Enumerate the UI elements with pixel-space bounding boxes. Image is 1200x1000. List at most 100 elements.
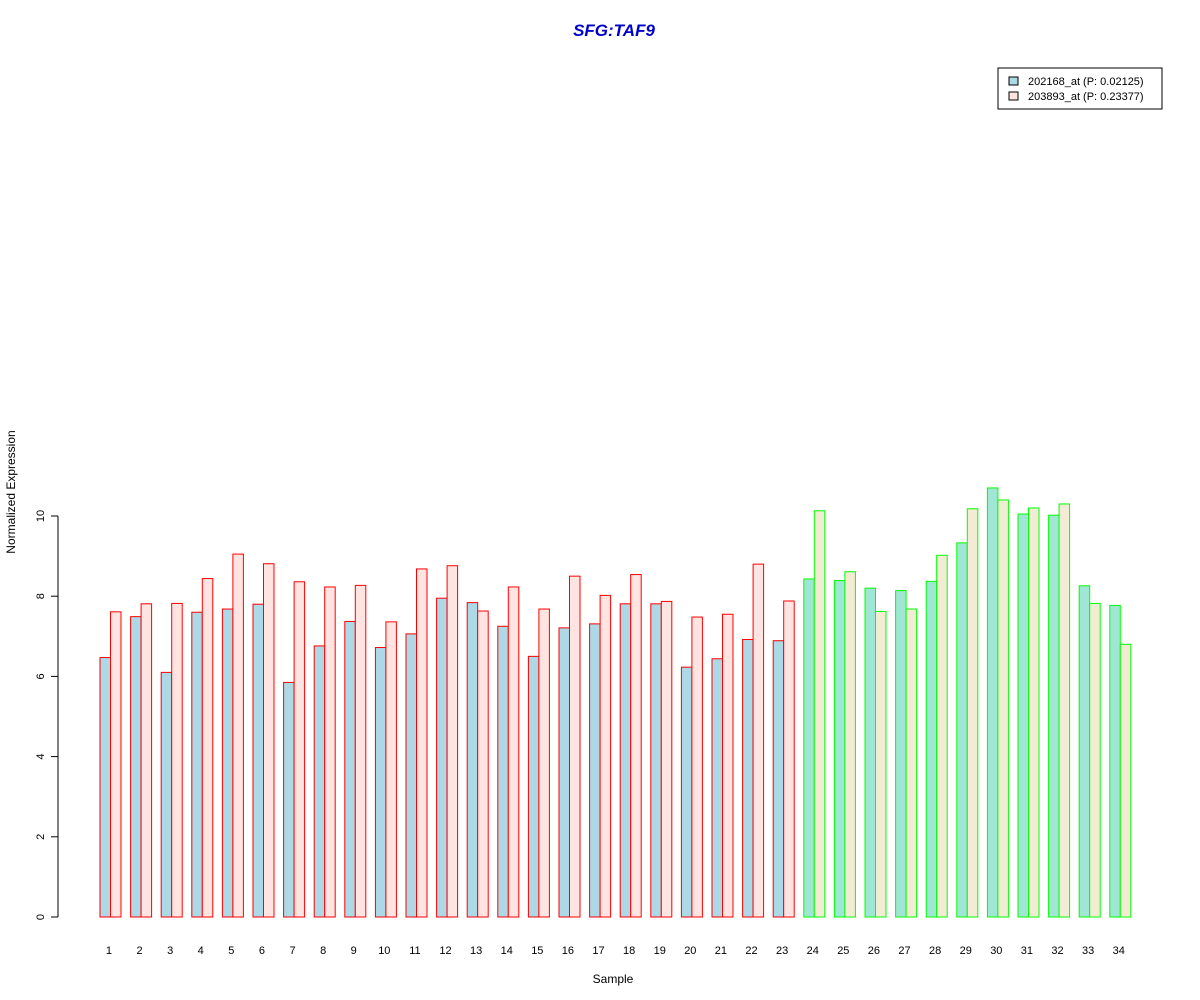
bar-series-2-sample-20 [691, 616, 703, 918]
legend-swatch-series-1 [1008, 76, 1019, 86]
bar-series-2-sample-3 [171, 602, 183, 918]
bar-series-2-sample-34 [1119, 643, 1132, 918]
y-tick-label: 6 [35, 673, 47, 679]
x-tick-label: 27 [898, 945, 910, 957]
bar-series-2-sample-16 [569, 575, 581, 918]
bar-series-2-sample-15 [538, 608, 550, 918]
x-tick-label: 9 [351, 945, 357, 957]
x-tick-label: 7 [289, 945, 295, 957]
legend: 202168_at (P: 0.02125) 203893_at (P: 0.2… [997, 67, 1163, 110]
bars [99, 487, 1132, 918]
bar-series-1-sample-7 [283, 681, 295, 918]
bar-series-1-sample-1 [99, 657, 111, 918]
bar-series-2-sample-31 [1028, 507, 1040, 918]
legend-label-series-1: 202168_at (P: 0.02125) [1028, 76, 1144, 88]
x-tick-label: 25 [837, 945, 849, 957]
x-tick-label: 8 [320, 945, 326, 957]
x-tick-label: 32 [1051, 945, 1063, 957]
bar-series-2-sample-10 [385, 621, 397, 918]
x-tick-label: 11 [409, 945, 420, 957]
bar-series-2-sample-12 [446, 565, 459, 918]
bar-series-1-sample-15 [527, 655, 540, 918]
chart-title: SFG:TAF9 [573, 21, 655, 40]
bar-series-2-sample-4 [201, 578, 214, 918]
bar-series-1-sample-5 [221, 608, 234, 918]
legend-swatch-series-2 [1008, 91, 1019, 101]
bar-series-1-sample-24 [803, 578, 815, 918]
bar-series-2-sample-6 [263, 563, 275, 918]
bar-series-1-sample-6 [252, 603, 264, 918]
bar-series-2-sample-5 [232, 553, 244, 918]
bar-series-1-sample-16 [558, 627, 570, 918]
bar-series-1-sample-26 [864, 587, 876, 918]
x-tick-label: 3 [167, 945, 173, 957]
bar-series-2-sample-2 [140, 603, 153, 918]
bar-series-1-sample-18 [619, 603, 632, 918]
y-tick-label: 10 [35, 510, 47, 522]
y-axis-ticks: 0 2 4 6 8 10 [35, 510, 58, 920]
x-tick-label: 18 [623, 945, 635, 957]
x-tick-label: 14 [501, 945, 513, 957]
y-tick-label: 2 [35, 834, 47, 840]
bar-series-1-sample-21 [711, 658, 723, 918]
bar-series-2-sample-22 [752, 563, 765, 918]
bar-series-2-sample-9 [354, 584, 367, 918]
bar-series-1-sample-33 [1078, 585, 1091, 918]
bar-series-2-sample-24 [813, 510, 826, 918]
bar-series-2-sample-30 [997, 499, 1009, 918]
legend-label-series-2: 203893_at (P: 0.23377) [1028, 91, 1144, 103]
bar-series-2-sample-1 [110, 611, 122, 918]
x-tick-label: 19 [654, 945, 666, 957]
bar-series-1-sample-30 [986, 487, 999, 918]
bar-series-2-sample-28 [936, 554, 948, 918]
bar-series-1-sample-4 [191, 611, 203, 918]
bar-series-2-sample-29 [966, 508, 979, 918]
bar-series-1-sample-8 [313, 645, 326, 918]
x-tick-label: 24 [807, 945, 819, 957]
x-tick-label: 10 [378, 945, 390, 957]
bar-series-1-sample-28 [925, 580, 938, 918]
bar-series-1-sample-34 [1109, 604, 1121, 918]
legend-box [997, 67, 1163, 110]
x-tick-label: 21 [715, 945, 727, 957]
bar-series-2-sample-26 [875, 610, 887, 918]
bar-series-2-sample-14 [507, 586, 520, 918]
x-tick-label: 4 [198, 945, 204, 957]
x-tick-label: 15 [531, 945, 543, 957]
bar-series-1-sample-25 [833, 580, 846, 918]
x-tick-label: 13 [470, 945, 482, 957]
x-tick-label: 2 [136, 945, 142, 957]
x-tick-label: 6 [259, 945, 265, 957]
x-axis-label: Sample [593, 972, 634, 986]
bar-series-2-sample-21 [722, 613, 734, 918]
x-tick-label: 17 [592, 945, 604, 957]
bar-series-2-sample-8 [324, 586, 336, 918]
bar-series-1-sample-17 [589, 623, 601, 918]
x-tick-label: 28 [929, 945, 941, 957]
bar-series-1-sample-32 [1048, 514, 1060, 918]
bar-series-2-sample-27 [905, 608, 918, 918]
x-tick-label: 31 [1021, 945, 1033, 957]
bar-series-1-sample-19 [650, 603, 662, 918]
y-axis-label: Normalized Expression [4, 430, 18, 553]
bar-series-1-sample-20 [680, 666, 693, 918]
bar-series-2-sample-25 [844, 571, 856, 918]
bar-series-2-sample-13 [477, 610, 489, 918]
x-tick-label: 34 [1113, 945, 1125, 957]
bar-series-1-sample-14 [497, 625, 509, 918]
x-tick-label: 1 [106, 945, 112, 957]
bar-series-2-sample-18 [630, 574, 642, 918]
x-tick-label: 20 [684, 945, 696, 957]
bar-series-2-sample-33 [1089, 602, 1101, 918]
bar-series-1-sample-13 [466, 602, 479, 918]
x-tick-label: 33 [1082, 945, 1094, 957]
x-tick-label: 30 [990, 945, 1002, 957]
bar-series-1-sample-23 [772, 640, 785, 918]
y-tick-label: 4 [35, 754, 47, 760]
bar-series-1-sample-12 [436, 597, 448, 918]
bar-series-2-sample-7 [293, 581, 306, 918]
x-tick-label: 23 [776, 945, 788, 957]
bar-series-1-sample-3 [160, 671, 173, 918]
x-tick-label: 26 [868, 945, 880, 957]
bar-series-2-sample-32 [1058, 503, 1071, 918]
